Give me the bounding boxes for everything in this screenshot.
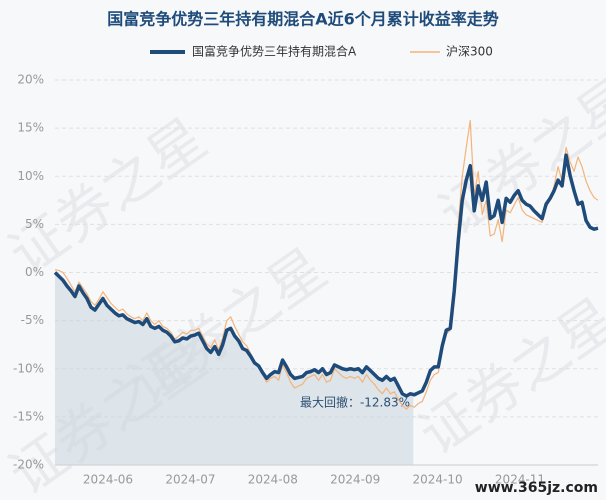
legend-label: 国富竞争优势三年持有期混合A <box>192 44 357 59</box>
y-tick-label: 5% <box>25 217 44 231</box>
drawdown-area <box>55 272 414 465</box>
y-tick-label: -5% <box>21 313 44 327</box>
drawdown-annotation: 最大回撤：-12.83% <box>300 395 410 410</box>
legend-label: 沪深300 <box>446 45 493 59</box>
y-tick-label: -15% <box>13 409 44 423</box>
x-tick-label: 2024-11 <box>495 473 545 487</box>
x-tick-label: 2024-06 <box>83 473 133 487</box>
y-tick-label: 0% <box>25 265 44 279</box>
watermark-url: www.365jz.com <box>475 480 598 496</box>
y-tick-label: -10% <box>13 361 44 375</box>
x-tick-label: 2024-10 <box>413 473 463 487</box>
y-tick-label: 10% <box>17 169 44 183</box>
y-tick-label: 15% <box>17 121 44 135</box>
series-line <box>54 119 599 410</box>
chart-title: 国富竞争优势三年持有期混合A近6个月累计收益率走势 <box>107 10 499 29</box>
series-line <box>53 153 599 398</box>
x-tick-label: 2024-08 <box>248 473 298 487</box>
x-tick-label: 2024-07 <box>165 473 215 487</box>
y-tick-label: -20% <box>13 458 44 472</box>
y-tick-label: 20% <box>17 73 44 87</box>
x-tick-label: 2024-09 <box>330 473 380 487</box>
